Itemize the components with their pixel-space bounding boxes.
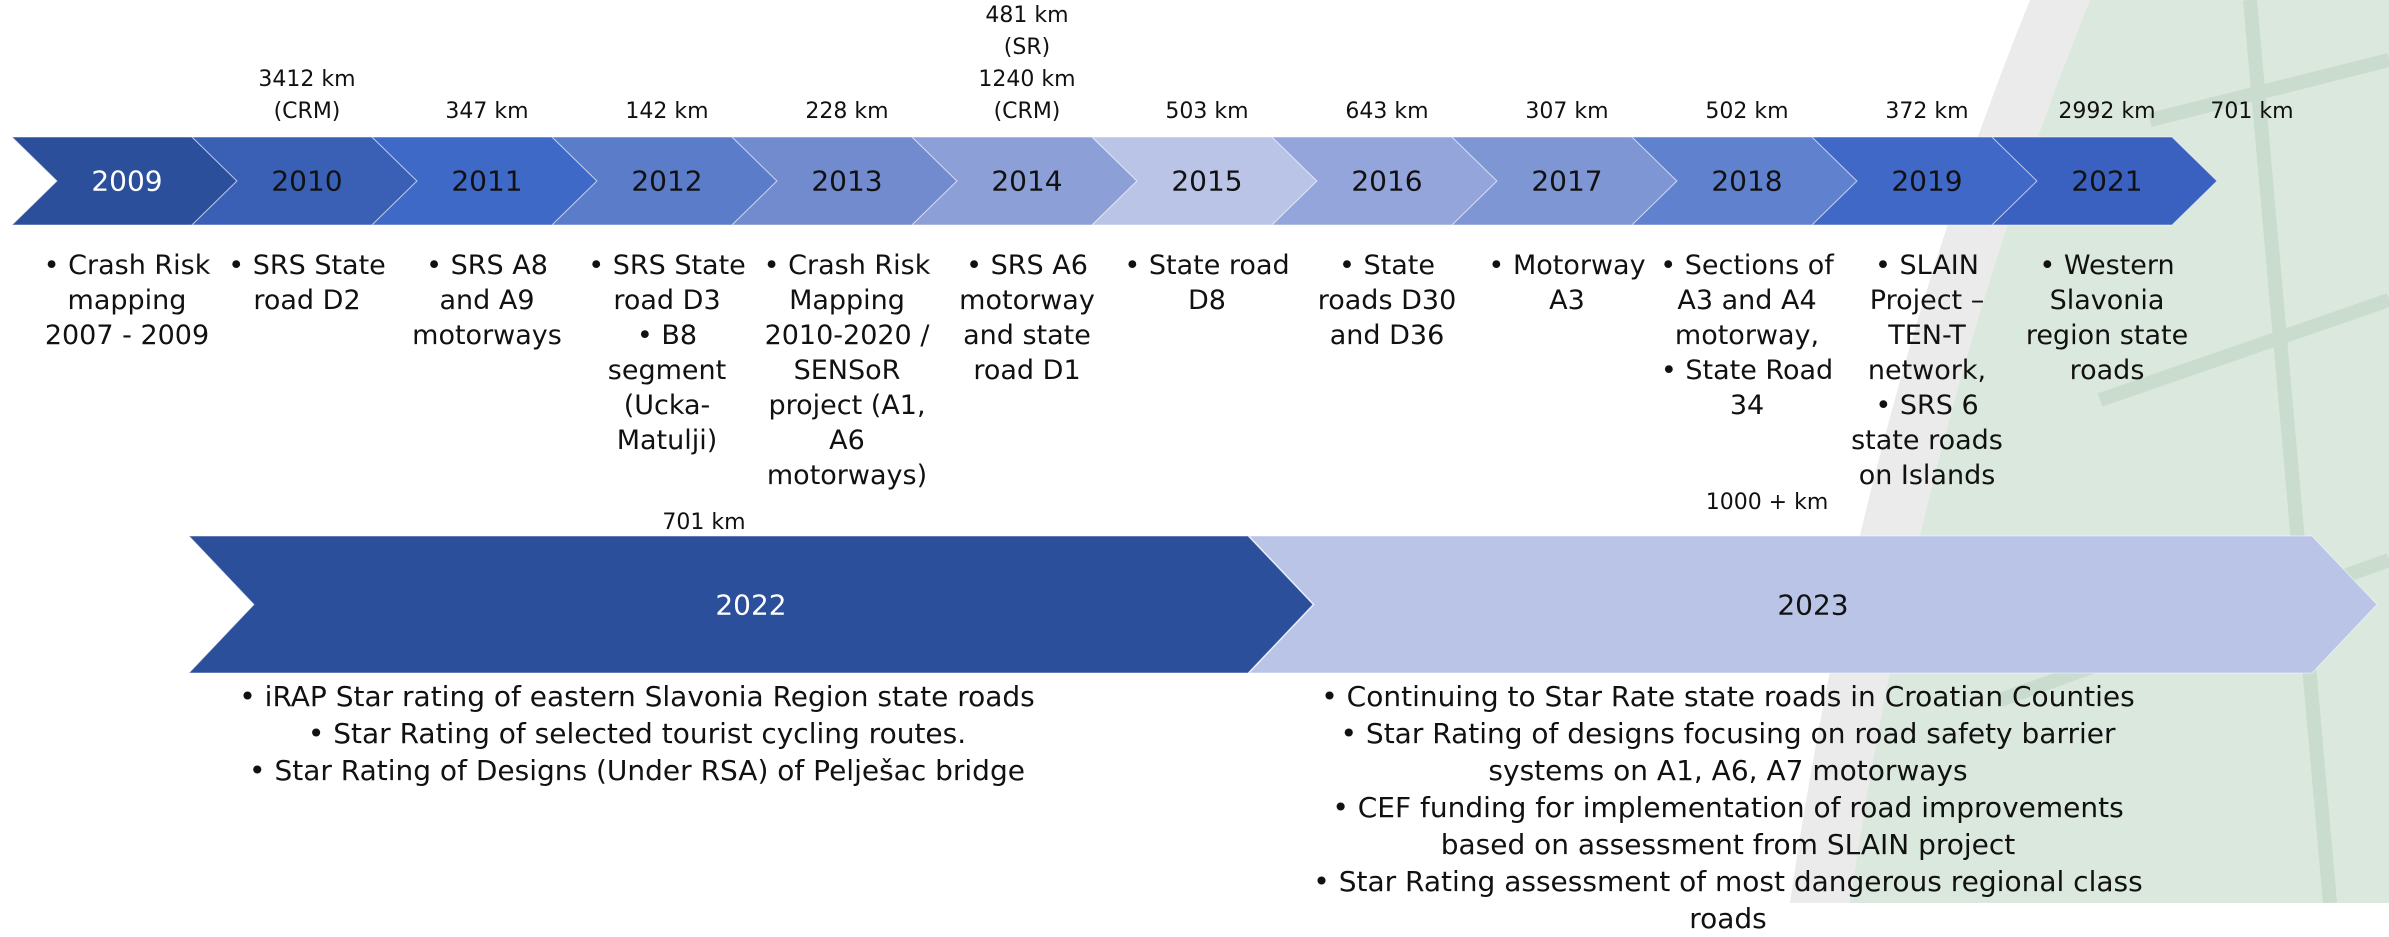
- km-line: 3412 km: [258, 64, 355, 96]
- bullet-list: SRS A8 and A9 motorways: [398, 248, 576, 353]
- km-line: 347 km: [445, 96, 528, 128]
- bullet: State road D8: [1118, 248, 1296, 318]
- bullet: State roads D30 and D36: [1298, 248, 1476, 353]
- km-label: 502 km: [1705, 96, 1788, 128]
- bullet-list: SRS State road D3B8 segment (Ucka-Matulj…: [578, 248, 756, 458]
- bullet: Motorway A3: [1478, 248, 1656, 318]
- year-label: 2017: [1531, 165, 1602, 198]
- bullet-list: Crash Risk Mapping 2010-2020 / SENSoR pr…: [758, 248, 936, 493]
- bullet: SRS A8 and A9 motorways: [398, 248, 576, 353]
- km-line: 142 km: [625, 96, 708, 128]
- year-label: 2009: [91, 165, 162, 198]
- year-label: 2018: [1711, 165, 1782, 198]
- bullet: SRS State road D3: [578, 248, 756, 318]
- bullet-list: Crash Risk mapping 2007 - 2009: [38, 248, 216, 353]
- bullet: Continuing to Star Rate state roads in C…: [1288, 678, 2168, 715]
- year-label: 2015: [1171, 165, 1242, 198]
- bullet: Western Slavonia region state roads: [2018, 248, 2196, 388]
- bullet: Star Rating of designs focusing on road …: [1288, 715, 2168, 789]
- km-line: 481 km: [978, 0, 1075, 32]
- bullet: CEF funding for implementation of road i…: [1288, 789, 2168, 863]
- km-label: 481 km(SR)1240 km(CRM): [978, 0, 1075, 128]
- phase-bullets: iRAP Star rating of eastern Slavonia Reg…: [137, 678, 1137, 789]
- km-label: 503 km: [1165, 96, 1248, 128]
- page: {"timeline": [ {"year": "2009", "km": []…: [0, 0, 2389, 903]
- bullet: Crash Risk mapping 2007 - 2009: [38, 248, 216, 353]
- bullet-list: State road D8: [1118, 248, 1296, 318]
- bullet: Star Rating assessment of most dangerous…: [1288, 863, 2168, 937]
- km-line: (CRM): [258, 96, 355, 128]
- km-line: (CRM): [978, 96, 1075, 128]
- bullet: B8 segment (Ucka-Matulji): [578, 318, 756, 458]
- km-label: 372 km: [1885, 96, 1968, 128]
- phase-bullets: Continuing to Star Rate state roads in C…: [1288, 678, 2168, 937]
- km-line: 502 km: [1705, 96, 1788, 128]
- km-label: 142 km: [625, 96, 708, 128]
- bullet-list: Western Slavonia region state roads: [2018, 248, 2196, 388]
- bullet: State Road 34: [1658, 353, 1836, 423]
- year-label: 2014: [991, 165, 1062, 198]
- km-label: 228 km: [805, 96, 888, 128]
- bullet: iRAP Star rating of eastern Slavonia Reg…: [137, 678, 1137, 715]
- phase-year: 2023: [1777, 588, 1848, 621]
- km-label: 643 km: [1345, 96, 1428, 128]
- km-line: 307 km: [1525, 96, 1608, 128]
- bullet: SLAIN Project – TEN-T network,: [1838, 248, 2016, 388]
- bullet: SRS 6 state roads on Islands: [1838, 388, 2016, 493]
- bullet: SRS State road D2: [218, 248, 396, 318]
- km-line: 1240 km: [978, 64, 1075, 96]
- bullet: Sections of A3 and A4 motorway,: [1658, 248, 1836, 353]
- km-label: 701 km: [2210, 96, 2293, 128]
- year-label: 2019: [1891, 165, 1962, 198]
- km-label: 3412 km(CRM): [258, 64, 355, 128]
- phase-km: 1000 + km: [1706, 487, 1829, 519]
- bullet: Star Rating of selected tourist cycling …: [137, 715, 1137, 752]
- km-line: 643 km: [1345, 96, 1428, 128]
- bullet-list: State roads D30 and D36: [1298, 248, 1476, 353]
- bullet: Star Rating of Designs (Under RSA) of Pe…: [137, 752, 1137, 789]
- km-line: (SR): [978, 32, 1075, 64]
- phase-km: 701 km: [662, 507, 745, 539]
- stage: 2009 Crash Risk mapping 2007 - 2009 2010 34…: [0, 0, 2389, 903]
- phase-year: 2022: [715, 588, 786, 621]
- km-label: 2992 km: [2058, 96, 2155, 128]
- km-line: 503 km: [1165, 96, 1248, 128]
- bullet: SRS A6 motorway and state road D1: [938, 248, 1116, 388]
- year-label: 2021: [2071, 165, 2142, 198]
- km-line: 2992 km: [2058, 96, 2155, 128]
- km-line: 228 km: [805, 96, 888, 128]
- bullet-list: Motorway A3: [1478, 248, 1656, 318]
- km-label: 347 km: [445, 96, 528, 128]
- year-label: 2016: [1351, 165, 1422, 198]
- year-label: 2011: [451, 165, 522, 198]
- bullet-list: Sections of A3 and A4 motorway,State Roa…: [1658, 248, 1836, 423]
- year-label: 2012: [631, 165, 702, 198]
- bullet-list: SRS A6 motorway and state road D1: [938, 248, 1116, 388]
- year-label: 2010: [271, 165, 342, 198]
- km-label: 307 km: [1525, 96, 1608, 128]
- bullet: Crash Risk Mapping 2010-2020 / SENSoR pr…: [758, 248, 936, 493]
- year-label: 2013: [811, 165, 882, 198]
- km-line: 372 km: [1885, 96, 1968, 128]
- bullet-list: SRS State road D2: [218, 248, 396, 318]
- bullet-list: SLAIN Project – TEN-T network,SRS 6 stat…: [1838, 248, 2016, 493]
